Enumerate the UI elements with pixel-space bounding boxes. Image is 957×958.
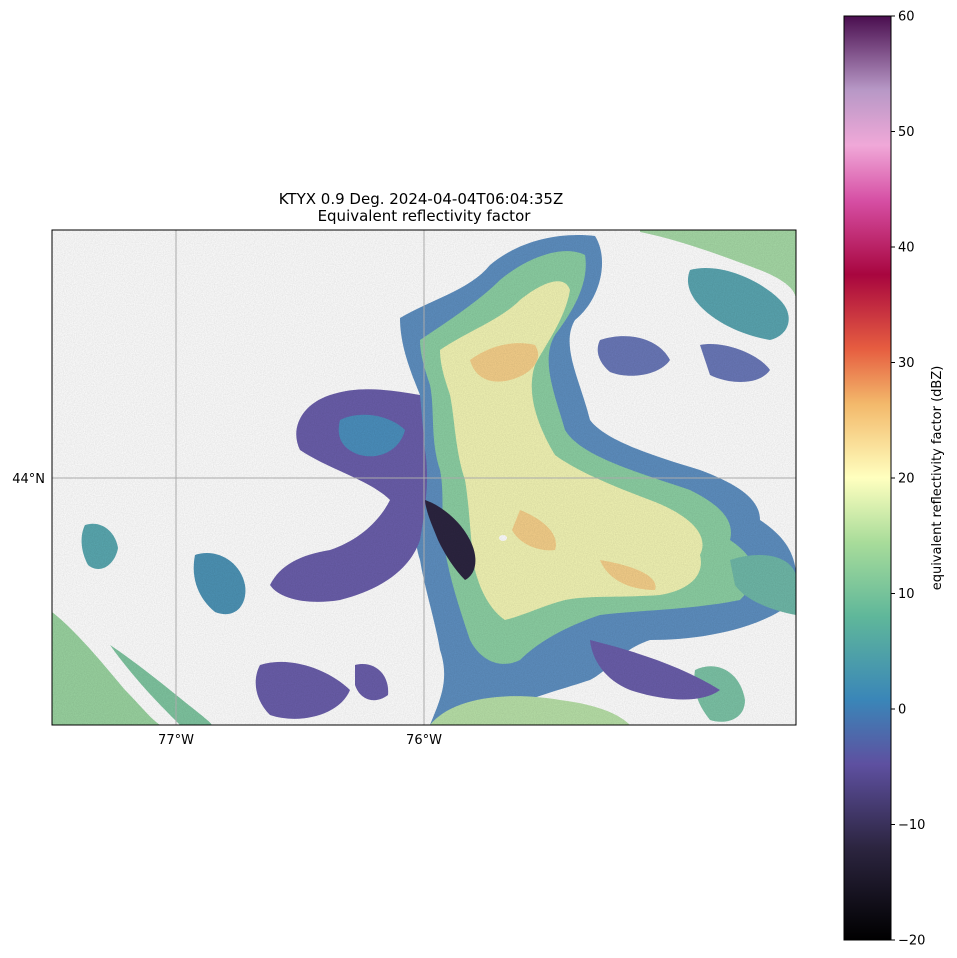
colorbar-tick-label: 10 (898, 587, 915, 602)
chart-title: KTYX 0.9 Deg. 2024-04-04T06:04:35Z (279, 190, 563, 208)
colorbar-tick-label: 40 (898, 241, 915, 256)
colorbar-tick-label: 0 (898, 703, 906, 718)
colorbar-tick-label: −20 (898, 934, 925, 949)
x-tick-label-76w: 76°W (406, 733, 442, 748)
colorbar: −20 −10 0 10 20 30 40 50 60 equivalent reflectiv… (844, 10, 945, 949)
chart-subtitle: Equivalent reflectivity factor (318, 207, 532, 225)
colorbar-tick-label: 50 (898, 125, 915, 140)
radar-map-area: 77°W 76°W 44°N (12, 230, 797, 748)
colorbar-gradient (844, 16, 891, 940)
y-tick-label-44n: 44°N (12, 472, 45, 487)
colorbar-tick-label: 60 (898, 10, 915, 25)
colorbar-label: equivalent reflectivity factor (dBZ) (930, 366, 945, 591)
colorbar-tick-label: 20 (898, 472, 915, 487)
colorbar-tick-label: −10 (898, 818, 925, 833)
x-tick-label-77w: 77°W (158, 733, 194, 748)
colorbar-tick-label: 30 (898, 356, 915, 371)
colorbar-ticks: −20 −10 0 10 20 30 40 50 60 (891, 10, 925, 949)
